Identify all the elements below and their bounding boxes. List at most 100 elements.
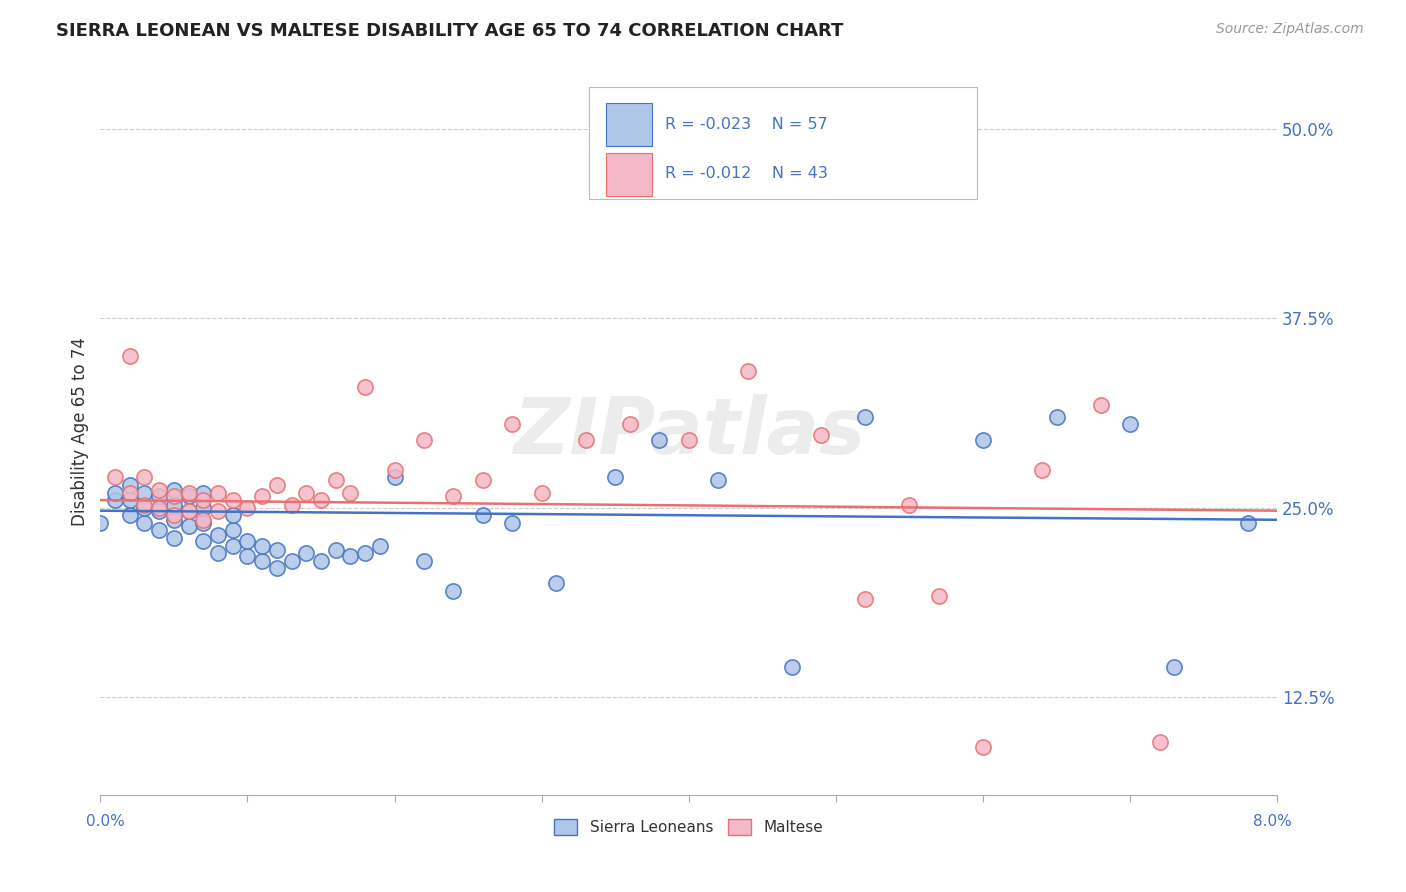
Point <box>1031 463 1053 477</box>
Point <box>207 485 229 500</box>
Point <box>134 516 156 530</box>
Point <box>309 493 332 508</box>
Point <box>384 470 406 484</box>
Text: SIERRA LEONEAN VS MALTESE DISABILITY AGE 65 TO 74 CORRELATION CHART: SIERRA LEONEAN VS MALTESE DISABILITY AGE… <box>56 22 844 40</box>
Point <box>236 500 259 515</box>
Point <box>236 549 259 563</box>
FancyBboxPatch shape <box>589 87 977 199</box>
Point <box>928 589 950 603</box>
Point <box>501 417 523 432</box>
Point <box>648 433 671 447</box>
Point <box>280 554 302 568</box>
Point <box>619 417 641 432</box>
Point <box>104 485 127 500</box>
Point <box>177 519 200 533</box>
Point <box>266 478 288 492</box>
Point <box>134 470 156 484</box>
Point <box>134 498 156 512</box>
Point <box>853 591 876 606</box>
Point <box>368 539 391 553</box>
Point <box>193 516 215 530</box>
Point <box>177 504 200 518</box>
Text: 8.0%: 8.0% <box>1253 814 1292 829</box>
Point <box>501 516 523 530</box>
Point <box>193 493 215 508</box>
Point <box>354 546 377 560</box>
Legend: Sierra Leoneans, Maltese: Sierra Leoneans, Maltese <box>554 819 824 835</box>
Text: ZIPatlas: ZIPatlas <box>513 394 865 470</box>
Point <box>236 533 259 548</box>
Point <box>163 489 186 503</box>
Point <box>207 546 229 560</box>
FancyBboxPatch shape <box>606 153 652 195</box>
Point <box>295 485 318 500</box>
Point <box>530 485 553 500</box>
Text: 0.0%: 0.0% <box>86 814 124 829</box>
Point <box>193 485 215 500</box>
Point <box>575 433 598 447</box>
Point <box>89 516 111 530</box>
Point <box>207 528 229 542</box>
Point <box>898 498 921 512</box>
Point <box>266 543 288 558</box>
Point <box>118 478 141 492</box>
Point <box>605 470 627 484</box>
Point <box>1090 398 1112 412</box>
Point <box>250 554 273 568</box>
Point <box>134 500 156 515</box>
Point <box>309 554 332 568</box>
Point <box>354 379 377 393</box>
Point <box>972 433 994 447</box>
Point <box>339 549 361 563</box>
Point <box>118 485 141 500</box>
Point <box>1045 409 1067 424</box>
Point <box>441 584 464 599</box>
Point <box>222 539 245 553</box>
Point <box>471 474 494 488</box>
Point <box>148 483 170 497</box>
Point <box>546 576 568 591</box>
Point <box>780 659 803 673</box>
Point <box>707 474 730 488</box>
Point <box>471 508 494 523</box>
Point <box>148 524 170 538</box>
Point <box>1163 659 1185 673</box>
Point <box>118 508 141 523</box>
Point <box>441 489 464 503</box>
Point <box>177 489 200 503</box>
Point <box>118 493 141 508</box>
Text: Source: ZipAtlas.com: Source: ZipAtlas.com <box>1216 22 1364 37</box>
Point <box>384 463 406 477</box>
Point <box>163 508 186 523</box>
Point <box>810 428 832 442</box>
Point <box>163 513 186 527</box>
Point <box>250 539 273 553</box>
Point <box>222 508 245 523</box>
Text: R = -0.023    N = 57: R = -0.023 N = 57 <box>665 117 828 132</box>
Point <box>325 474 347 488</box>
Point <box>148 489 170 503</box>
Point <box>413 433 436 447</box>
Point <box>104 470 127 484</box>
Point <box>339 485 361 500</box>
Point <box>163 498 186 512</box>
Point <box>177 485 200 500</box>
Point <box>134 485 156 500</box>
Point <box>118 349 141 363</box>
FancyBboxPatch shape <box>606 103 652 146</box>
Point <box>177 504 200 518</box>
Point <box>1149 735 1171 749</box>
Point <box>163 483 186 497</box>
Y-axis label: Disability Age 65 to 74: Disability Age 65 to 74 <box>72 337 89 526</box>
Point <box>1119 417 1142 432</box>
Point <box>207 504 229 518</box>
Point <box>250 489 273 503</box>
Point <box>193 533 215 548</box>
Point <box>1237 516 1260 530</box>
Point <box>222 524 245 538</box>
Point <box>266 561 288 575</box>
Point <box>193 513 215 527</box>
Point <box>413 554 436 568</box>
Point <box>853 409 876 424</box>
Point <box>325 543 347 558</box>
